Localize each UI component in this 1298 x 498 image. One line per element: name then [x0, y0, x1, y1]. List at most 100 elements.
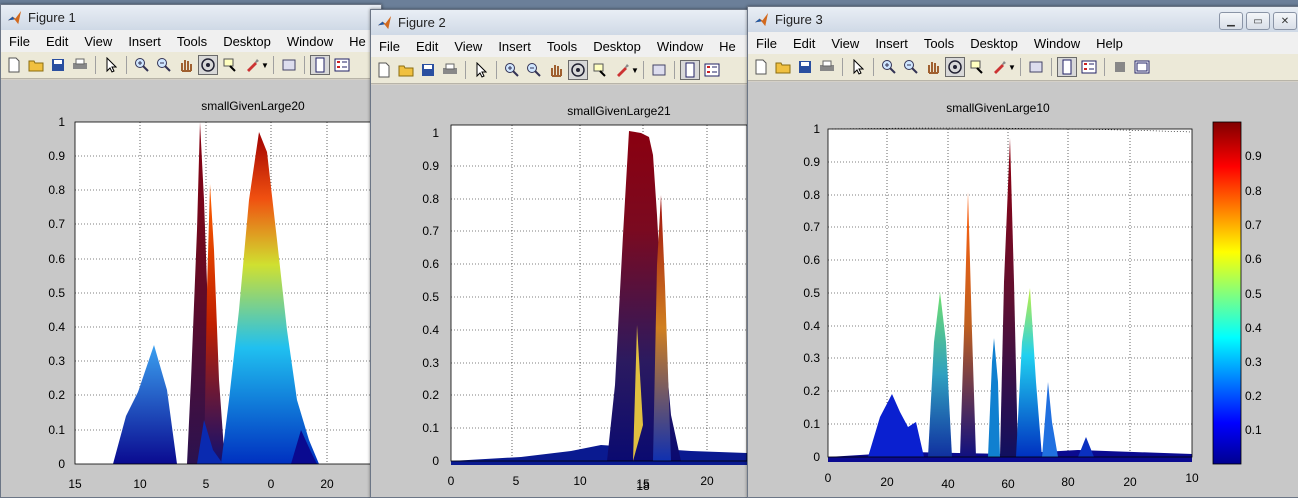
- data-cursor-icon[interactable]: [968, 58, 986, 76]
- menu-help[interactable]: Help: [1096, 35, 1123, 51]
- brush-dropdown-icon[interactable]: ▼: [1008, 62, 1016, 72]
- data-cursor-icon[interactable]: [591, 61, 609, 79]
- menu-desktop[interactable]: Desktop: [223, 33, 271, 49]
- link-plot-icon[interactable]: [1027, 58, 1045, 76]
- x-tick: 0: [448, 474, 455, 488]
- pan-hand-icon[interactable]: [547, 61, 565, 79]
- colorbar-icon[interactable]: [679, 60, 700, 80]
- menu-tools[interactable]: Tools: [923, 35, 955, 51]
- new-figure-icon[interactable]: [375, 61, 393, 79]
- menu-window[interactable]: Window: [1033, 35, 1081, 51]
- zoom-out-icon[interactable]: [525, 61, 543, 79]
- x-tick: 20: [880, 475, 894, 489]
- menu-desktop[interactable]: Desktop: [970, 35, 1018, 51]
- menu-view[interactable]: View: [84, 33, 113, 49]
- menu-window[interactable]: Window: [656, 38, 704, 54]
- y-tick: 0.1: [422, 421, 439, 435]
- menu-view[interactable]: View: [454, 38, 483, 54]
- menu-tools[interactable]: Tools: [546, 38, 578, 54]
- y-tick: 0.5: [803, 286, 820, 300]
- open-folder-icon[interactable]: [27, 56, 45, 74]
- zoom-in-icon[interactable]: [133, 56, 151, 74]
- show-plot-tools-icon[interactable]: [1133, 58, 1151, 76]
- menu-insert[interactable]: Insert: [498, 38, 531, 54]
- toolbar-separator: [873, 58, 874, 76]
- menu-help[interactable]: He: [719, 38, 736, 54]
- figure1-titlebar[interactable]: Figure 1: [1, 5, 381, 30]
- figure3-canvas[interactable]: smallGivenLarge10 1 0.9 0.8 0.7 0.6 0.5 …: [748, 82, 1298, 497]
- menu-desktop[interactable]: Desktop: [593, 38, 641, 54]
- new-figure-icon[interactable]: [5, 56, 23, 74]
- pan-hand-icon[interactable]: [177, 56, 195, 74]
- link-plot-icon[interactable]: [280, 56, 298, 74]
- rotate-3d-icon[interactable]: [945, 57, 965, 77]
- pointer-icon[interactable]: [849, 58, 867, 76]
- y-tick: 1: [58, 115, 65, 129]
- y-tick: 1: [813, 122, 820, 136]
- menu-edit[interactable]: Edit: [415, 38, 439, 54]
- x-tick: 5: [513, 474, 520, 488]
- menu-insert[interactable]: Insert: [128, 33, 161, 49]
- x-tick: 15: [636, 477, 650, 491]
- zoom-out-icon[interactable]: [902, 58, 920, 76]
- figure3-titlebar[interactable]: Figure 3 ▁ ▭ ✕: [748, 7, 1298, 32]
- menu-edit[interactable]: Edit: [792, 35, 816, 51]
- figure3-window[interactable]: Figure 3 ▁ ▭ ✕ File Edit View Insert Too…: [747, 6, 1298, 498]
- y-tick: 0.1: [803, 417, 820, 431]
- rotate-3d-icon[interactable]: [198, 55, 218, 75]
- save-icon[interactable]: [796, 58, 814, 76]
- link-plot-icon[interactable]: [650, 61, 668, 79]
- menu-file[interactable]: File: [756, 35, 777, 51]
- brush-dropdown-icon[interactable]: ▼: [261, 60, 269, 70]
- brush-icon[interactable]: [613, 61, 631, 79]
- legend-icon[interactable]: [333, 56, 351, 74]
- figure2-window[interactable]: Figure 2 File Edit View Insert Tools Des…: [370, 9, 762, 498]
- save-icon[interactable]: [49, 56, 67, 74]
- figure2-canvas[interactable]: smallGivenLarge21 1 0.9 0.8 0.7 0.6 0.5 …: [371, 85, 761, 497]
- toolbar-separator: [95, 56, 96, 74]
- rotate-3d-icon[interactable]: [568, 60, 588, 80]
- new-figure-icon[interactable]: [752, 58, 770, 76]
- menu-file[interactable]: File: [379, 38, 400, 54]
- zoom-in-icon[interactable]: [880, 58, 898, 76]
- colorbar-icon[interactable]: [1056, 57, 1077, 77]
- menu-insert[interactable]: Insert: [875, 35, 908, 51]
- save-icon[interactable]: [419, 61, 437, 79]
- minimize-icon[interactable]: ▁: [1219, 12, 1243, 30]
- data-cursor-icon[interactable]: [221, 56, 239, 74]
- zoom-in-icon[interactable]: [503, 61, 521, 79]
- legend-icon[interactable]: [1080, 58, 1098, 76]
- menu-view[interactable]: View: [831, 35, 860, 51]
- menu-tools[interactable]: Tools: [176, 33, 208, 49]
- open-folder-icon[interactable]: [397, 61, 415, 79]
- toolbar-separator: [1050, 58, 1052, 76]
- legend-icon[interactable]: [703, 61, 721, 79]
- open-folder-icon[interactable]: [774, 58, 792, 76]
- zoom-out-icon[interactable]: [155, 56, 173, 74]
- figure1-canvas[interactable]: smallGivenLarge20 1 0.9 0.8 0.7 0.6 0.5 …: [1, 80, 381, 497]
- brush-icon[interactable]: [990, 58, 1008, 76]
- figure1-window[interactable]: Figure 1 File Edit View Insert Tools Des…: [0, 4, 382, 498]
- close-icon[interactable]: ✕: [1273, 12, 1297, 30]
- print-icon[interactable]: [71, 56, 89, 74]
- figure3-toolbar: ▼: [748, 54, 1298, 81]
- menu-help[interactable]: He: [349, 33, 366, 49]
- menu-edit[interactable]: Edit: [45, 33, 69, 49]
- menu-file[interactable]: File: [9, 33, 30, 49]
- maximize-icon[interactable]: ▭: [1246, 12, 1270, 30]
- colorbar-tick: 0.8: [1245, 184, 1262, 198]
- pointer-icon[interactable]: [472, 61, 490, 79]
- axes-box: [827, 128, 1193, 458]
- brush-dropdown-icon[interactable]: ▼: [631, 65, 639, 75]
- brush-icon[interactable]: [243, 56, 261, 74]
- pointer-icon[interactable]: [102, 56, 120, 74]
- menu-window[interactable]: Window: [286, 33, 334, 49]
- figure2-titlebar[interactable]: Figure 2: [371, 10, 761, 35]
- print-icon[interactable]: [441, 61, 459, 79]
- print-icon[interactable]: [818, 58, 836, 76]
- colorbar[interactable]: [1212, 121, 1242, 465]
- colorbar-icon[interactable]: [309, 55, 330, 75]
- pan-hand-icon[interactable]: [924, 58, 942, 76]
- hide-plot-tools-icon[interactable]: [1111, 58, 1129, 76]
- colorbar-tick: 0.9: [1245, 149, 1262, 163]
